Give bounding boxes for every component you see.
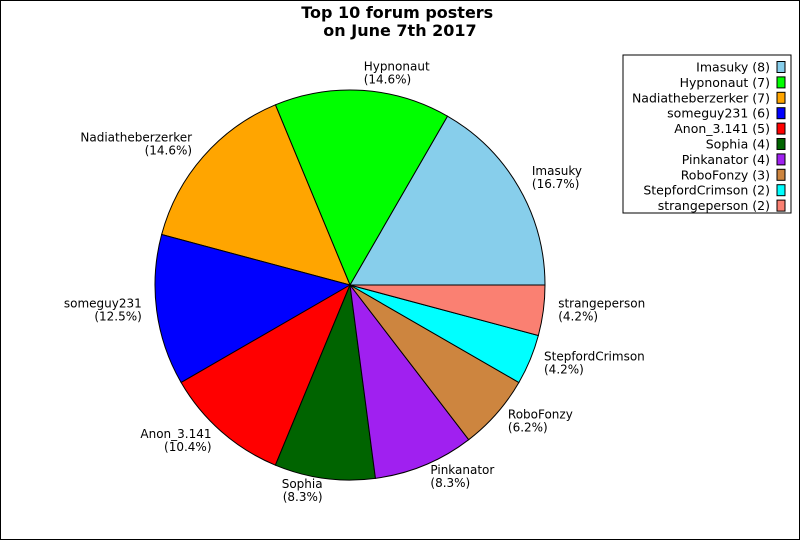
slice-label-name: strangeperson: [558, 296, 645, 310]
legend-entry-label: Nadiatheberzerker (7): [632, 90, 770, 105]
slice-label-percent: (8.3%): [283, 490, 323, 504]
legend-swatch: [776, 168, 786, 181]
legend-swatch: [776, 184, 786, 197]
slice-label: Sophia (8.3%): [282, 477, 323, 504]
legend-swatch: [776, 122, 786, 135]
slice-label-percent: (14.6%): [364, 72, 411, 86]
slice-label-percent: (16.7%): [532, 177, 579, 191]
legend-swatch: [776, 61, 786, 73]
legend-swatch: [776, 107, 786, 120]
slice-label-name: StepfordCrimson: [544, 349, 645, 363]
slice-label-name: Pinkanator: [430, 463, 494, 477]
legend-entry-label: Hypnonaut (7): [680, 75, 770, 90]
legend-entry-label: Anon_3.141 (5): [674, 121, 770, 136]
slice-label-percent: (6.2%): [508, 421, 548, 435]
slice-label-percent: (4.2%): [544, 362, 584, 376]
slice-label-percent: (8.3%): [430, 476, 470, 490]
slice-label: Hypnonaut (14.6%): [364, 59, 430, 86]
slice-label-name: someguy231: [64, 296, 142, 310]
slice-label: Imasuky (16.7%): [532, 164, 582, 191]
pie-slice-sophia: [274, 283, 377, 481]
legend-swatch: [776, 91, 786, 104]
chart-title-line-2: on June 7th 2017: [323, 21, 476, 40]
slice-label: Anon_3.141 (10.4%): [140, 427, 211, 454]
legend-entry-label: Pinkanator (4): [682, 152, 770, 167]
legend-entry-label: StepfordCrimson (2): [643, 183, 770, 198]
slice-label: StepfordCrimson (4.2%): [544, 349, 645, 376]
slice-label: someguy231 (12.5%): [64, 296, 142, 323]
slice-label: RoboFonzy (6.2%): [508, 408, 573, 435]
pie-slice-someguy231: [154, 233, 352, 384]
slice-label-percent: (10.4%): [164, 440, 211, 454]
pie-slices: [154, 89, 546, 481]
legend-box: [622, 54, 792, 214]
legend-entry-label: Imasuky (8): [696, 60, 770, 75]
slice-label-name: Sophia: [282, 477, 323, 491]
pie-slice-imasuky: [349, 115, 546, 286]
slice-label-name: Imasuky: [532, 164, 582, 178]
slice-label-name: RoboFonzy: [508, 408, 573, 422]
legend-entry-label: someguy231 (6): [667, 106, 770, 121]
slice-label: strangeperson (4.2%): [558, 296, 645, 323]
legend-swatch: [776, 76, 786, 89]
pie-slice-hypnonaut: [274, 89, 449, 287]
legend-swatch: [776, 138, 786, 150]
chart-title: Top 10 forum posters on June 7th 2017: [301, 3, 499, 40]
slice-label: Nadiatheberzerker (14.6%): [80, 131, 192, 158]
legend-entry-label: strangeperson (2): [658, 198, 770, 213]
slice-label-percent: (12.5%): [94, 309, 141, 323]
slice-label-name: Hypnonaut: [364, 59, 430, 73]
slice-label-percent: (14.6%): [145, 144, 192, 158]
slice-labels: Imasuky (16.7%)Hypnonaut (14.6%)Nadiathebe…: [64, 59, 645, 504]
pie-slice-nadiatheberzerker: [161, 104, 351, 286]
slice-label-name: Anon_3.141: [140, 427, 211, 441]
slice-label-percent: (4.2%): [558, 309, 598, 323]
legend-swatch: [776, 153, 786, 166]
legend-entry-label: RoboFonzy (3): [681, 167, 770, 182]
legend-entry-label: Sophia (4): [706, 137, 770, 152]
chart-title-line-1: Top 10 forum posters: [301, 3, 493, 22]
slice-label: Pinkanator (8.3%): [430, 463, 494, 490]
legend: Imasuky (8)Hypnonaut (7)Nadiatheberzerke…: [622, 54, 792, 214]
slice-label-name: Nadiatheberzerker: [80, 131, 192, 145]
pie-slice-strangeperson: [349, 284, 546, 337]
pie-slice-anon-3-141: [180, 283, 352, 466]
pie-slice-pinkanator: [349, 283, 470, 479]
legend-swatch: [776, 199, 786, 212]
